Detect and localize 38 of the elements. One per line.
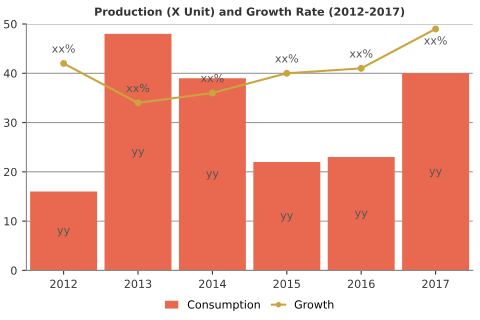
x-tick-label: 2016 bbox=[348, 280, 375, 288]
data-label: xx% bbox=[52, 44, 75, 53]
x-tick-label: 2012 bbox=[50, 280, 77, 288]
y-tick-label: 30 bbox=[4, 118, 17, 127]
y-tick-label: 0 bbox=[11, 266, 17, 275]
point bbox=[283, 70, 290, 77]
y-tick-label: 20 bbox=[4, 168, 17, 176]
y-tick-label: 40 bbox=[4, 69, 17, 78]
bar bbox=[30, 192, 98, 270]
bar bbox=[104, 34, 172, 270]
bar bbox=[402, 73, 470, 270]
x-tick-label: 2013 bbox=[124, 280, 152, 288]
data-label: yy bbox=[57, 228, 70, 236]
point bbox=[358, 64, 365, 72]
data-label: yy bbox=[354, 210, 368, 220]
bar bbox=[328, 157, 395, 270]
data-label: xx% bbox=[126, 84, 150, 92]
y-tick-label: 10 bbox=[4, 217, 17, 226]
x-tick-label: 2014 bbox=[199, 280, 226, 288]
point bbox=[134, 99, 142, 106]
x-tick-label: 2015 bbox=[273, 280, 300, 288]
y-tick-label: 50 bbox=[4, 20, 17, 28]
data-label: xx% bbox=[424, 36, 447, 45]
point bbox=[60, 60, 68, 67]
point bbox=[208, 90, 216, 96]
bar bbox=[253, 162, 320, 270]
point bbox=[432, 25, 440, 32]
data-label: xx% bbox=[200, 74, 224, 82]
x-tick-label: 2017 bbox=[422, 280, 449, 288]
data-label: yy bbox=[132, 149, 144, 158]
data-label: yy bbox=[429, 168, 442, 178]
legend-label: Growth bbox=[294, 300, 334, 309]
legend-label: Consumption bbox=[188, 300, 260, 311]
data-label: xx% bbox=[275, 54, 298, 63]
chart-title: Production (X Unit) and Growth Rate (2012-2017) bbox=[95, 7, 404, 18]
data-label: yy bbox=[206, 171, 219, 180]
data-label: yy bbox=[280, 213, 294, 222]
data-label: xx% bbox=[350, 49, 372, 58]
